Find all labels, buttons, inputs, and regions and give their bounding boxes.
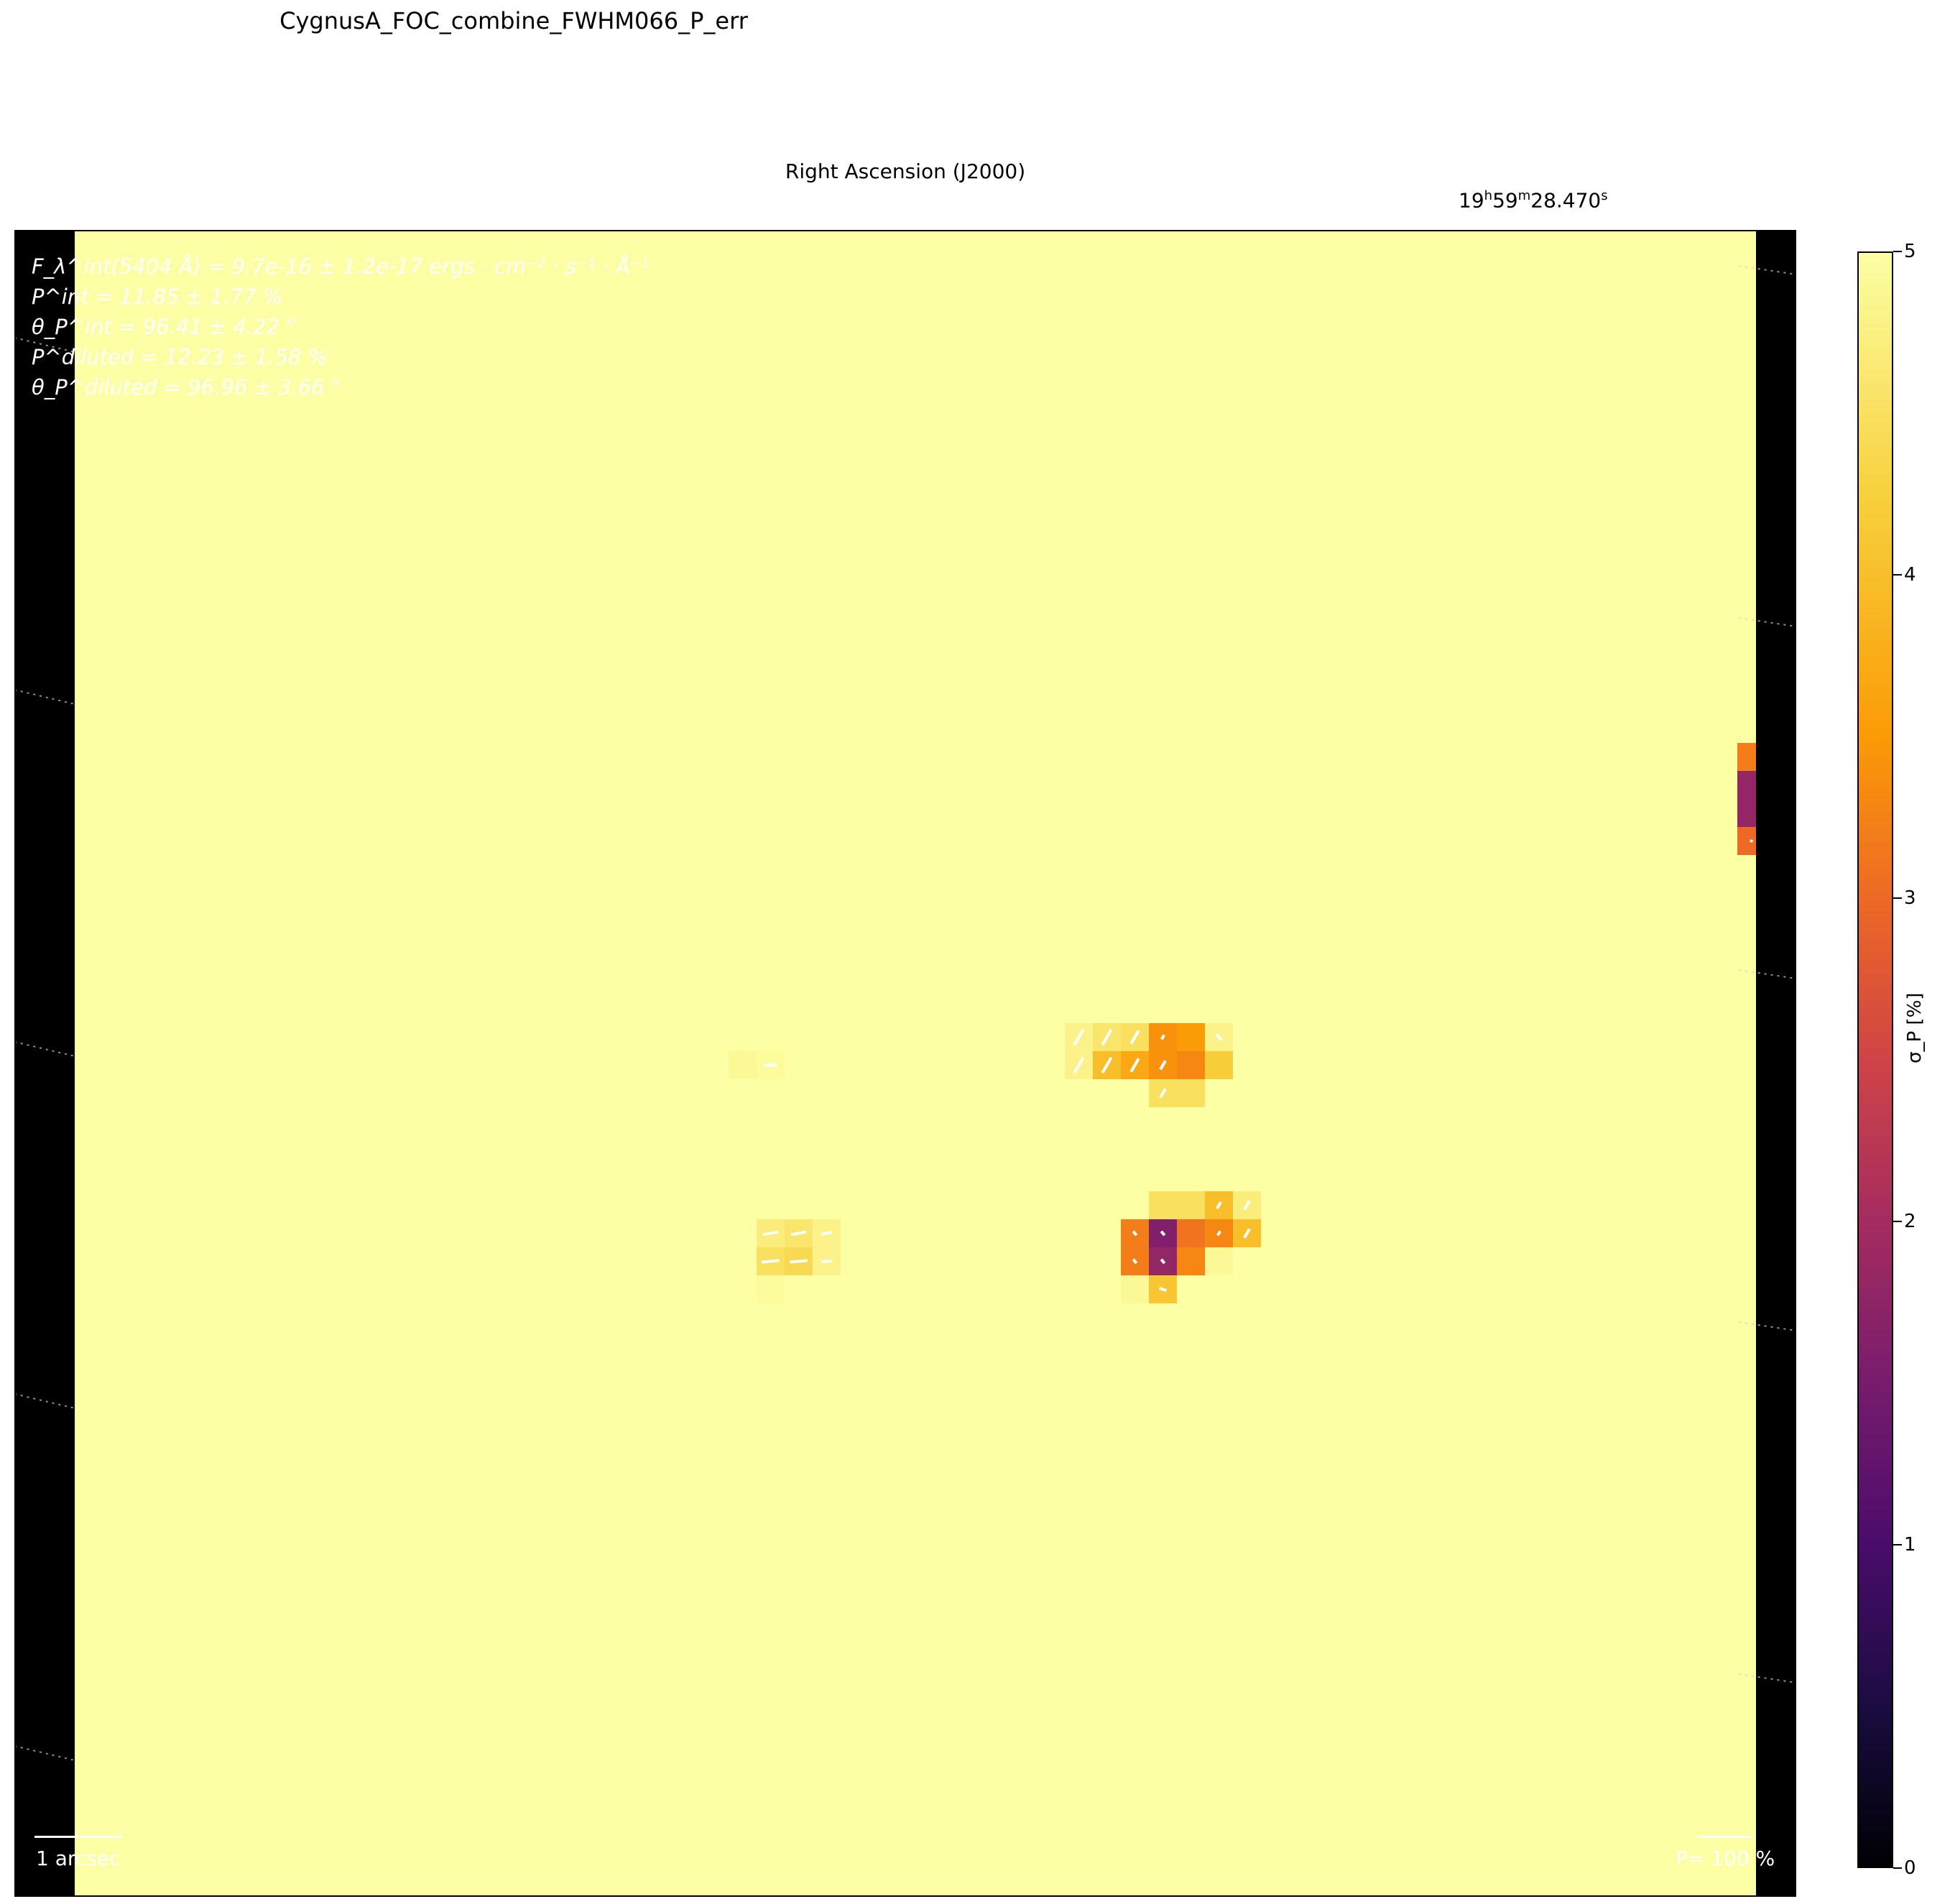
polarization-scalebar-label: P= 100 %	[1676, 1847, 1775, 1870]
polarization-vector	[1073, 1028, 1085, 1046]
colorbar-label: σ_P [%]	[1904, 992, 1926, 1063]
polarization-vector	[1101, 1056, 1113, 1074]
polarization-vector	[790, 1259, 808, 1264]
colorbar	[1857, 251, 1893, 1868]
colorbar-tick-label: 1	[1904, 1534, 1916, 1556]
heatmap-cell	[1149, 1191, 1177, 1219]
polarization-vector	[1073, 1056, 1085, 1074]
polarization-vector	[1215, 1033, 1223, 1041]
colorbar-tick-mark	[1893, 574, 1902, 576]
polarization-vector	[1159, 1088, 1167, 1099]
heatmap-background	[75, 230, 1756, 1897]
colorbar-tick-label: 4	[1904, 564, 1916, 586]
polarization-vector	[1160, 1230, 1166, 1237]
ra-minutes-unit: m	[1517, 188, 1531, 203]
heatmap-cells	[75, 230, 1756, 1897]
heatmap-cell	[1177, 1191, 1205, 1219]
heatmap-cell	[1205, 1247, 1233, 1275]
colorbar-tick-label: 2	[1904, 1211, 1916, 1232]
polarization-vector	[1101, 1028, 1113, 1046]
colorbar-tick-label: 3	[1904, 887, 1916, 909]
ra-tick-label: 19h59m28.470s	[1459, 188, 1608, 212]
heatmap-cell	[1205, 1051, 1233, 1079]
polarization-vector	[1159, 1060, 1167, 1071]
stat-p-int: P^int = 11.85 ± 1.77 %	[32, 285, 283, 309]
heatmap-cell	[1737, 799, 1756, 827]
colorbar-tick-mark	[1893, 251, 1902, 252]
polarization-vector	[762, 1259, 780, 1264]
heatmap-cell	[1177, 1219, 1205, 1247]
colorbar-tick-mark	[1893, 897, 1902, 899]
polarization-vector	[1243, 1200, 1251, 1211]
ra-seconds-unit: s	[1601, 188, 1608, 203]
heatmap-cell	[1177, 1051, 1205, 1079]
polarization-vector	[1243, 1228, 1251, 1239]
heatmap-cell	[1737, 771, 1756, 799]
polarization-vector	[1132, 1258, 1138, 1265]
stat-flux: F_λ^int(5404 Å) = 9.7e-16 ± 1.2e-17 ergs…	[32, 254, 650, 279]
polarization-vector	[1160, 1258, 1166, 1265]
heatmap-cell	[1121, 1275, 1149, 1303]
chart-title: CygnusA_FOC_combine_FWHM066_P_err	[279, 7, 748, 34]
colorbar-tick-mark	[1893, 1867, 1902, 1869]
polarization-vector	[790, 1230, 807, 1237]
x-axis-label: Right Ascension (J2000)	[785, 160, 1026, 183]
heatmap-cell	[1177, 1247, 1205, 1275]
arcsec-scalebar	[34, 1836, 122, 1838]
heatmap-cell	[1737, 827, 1756, 855]
colorbar-tick-label: 5	[1904, 241, 1916, 262]
heatmap-cell	[729, 1051, 757, 1079]
polarization-vectors	[762, 839, 1753, 1293]
polarization-vector	[1160, 1034, 1165, 1040]
integrated-stats: F_λ^int(5404 Å) = 9.7e-16 ± 1.2e-17 ergs…	[32, 251, 649, 402]
polarization-scalebar	[1697, 1836, 1752, 1838]
polarization-vector	[762, 1230, 779, 1237]
polarization-vector	[1158, 1286, 1168, 1293]
ra-hours: 19	[1459, 188, 1484, 213]
stat-theta-diluted: θ_P^diluted = 96.96 ± 3.66 °	[32, 375, 342, 399]
ra-hours-unit: h	[1484, 188, 1493, 203]
heatmap-cell	[1177, 1079, 1205, 1107]
polarization-vector	[1129, 1058, 1140, 1073]
ra-minutes: 59	[1492, 188, 1518, 213]
polarization-vector	[821, 1259, 832, 1264]
ra-seconds: 28.470	[1530, 188, 1602, 213]
heatmap-cell	[757, 1275, 785, 1303]
plot-border	[14, 230, 1796, 1897]
heatmap-cell	[1177, 1023, 1205, 1051]
heatmap-plot	[14, 230, 1796, 1897]
stat-p-diluted: P^diluted = 12.23 ± 1.58 %	[32, 345, 328, 369]
polarization-vector	[1216, 1201, 1222, 1210]
colorbar-tick-mark	[1893, 1221, 1902, 1222]
stat-theta-int: θ_P^int = 96.41 ± 4.22 °	[32, 315, 297, 339]
heatmap-cell	[1737, 743, 1756, 771]
polarization-vector	[821, 1231, 832, 1236]
polarization-vector	[1216, 1230, 1221, 1237]
arcsec-scalebar-label: 1 arcsec	[36, 1847, 121, 1870]
polarization-vector	[1129, 1030, 1140, 1045]
colorbar-tick-label: 0	[1904, 1857, 1916, 1879]
polarization-vector	[1132, 1230, 1138, 1237]
colorbar-tick-mark	[1893, 1544, 1902, 1545]
